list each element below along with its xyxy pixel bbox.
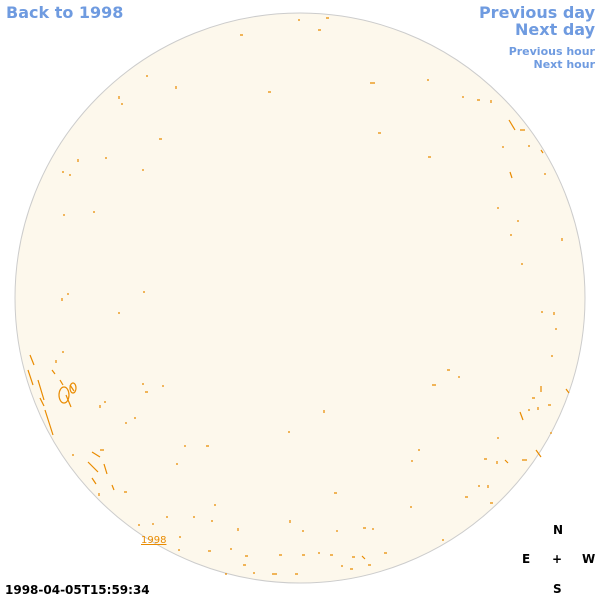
next-hour-link[interactable]: Next hour	[533, 58, 596, 71]
compass-west: W	[582, 552, 596, 566]
previous-day-link[interactable]: Previous day	[478, 3, 595, 22]
timestamp: 1998-04-05T15:59:34	[5, 583, 150, 597]
contours	[27, 17, 570, 575]
year-link[interactable]: 1998	[141, 535, 167, 546]
next-day-link[interactable]: Next day	[515, 20, 595, 39]
compass-south: S	[553, 582, 562, 596]
compass-north: N	[553, 523, 564, 537]
compass-center: +	[552, 552, 563, 566]
back-link[interactable]: Back to 1998	[6, 3, 124, 22]
previous-hour-link[interactable]: Previous hour	[508, 45, 595, 58]
compass-east: E	[522, 552, 531, 566]
solar-disk	[14, 12, 586, 584]
